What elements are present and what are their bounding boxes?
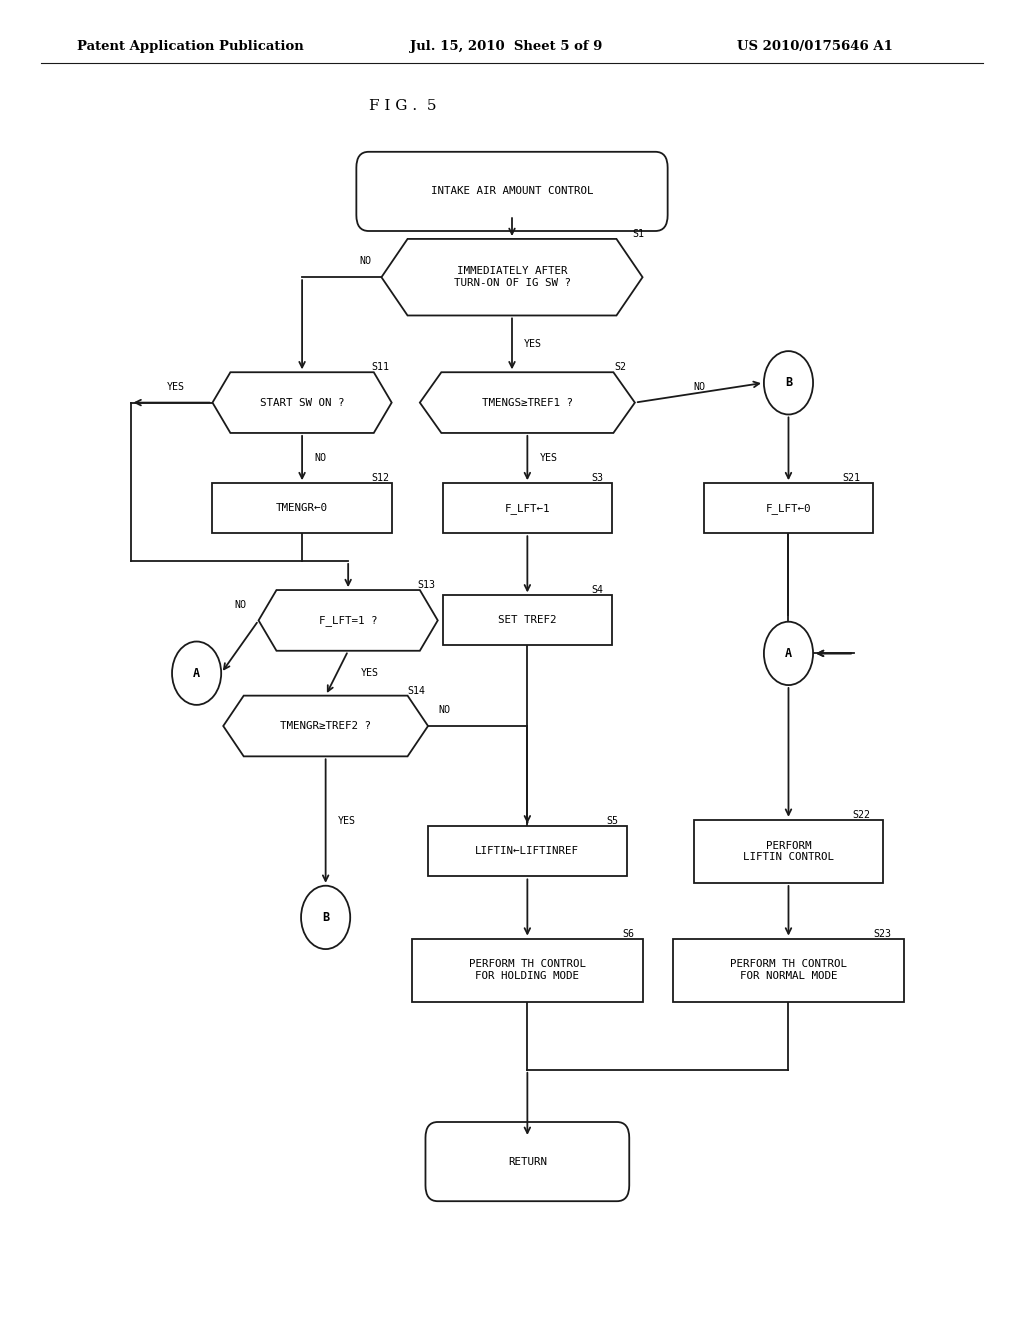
Text: LIFTIN←LIFTINREF: LIFTIN←LIFTINREF — [475, 846, 580, 857]
Bar — [428, 826, 627, 876]
Circle shape — [764, 622, 813, 685]
Text: PERFORM
LIFTIN CONTROL: PERFORM LIFTIN CONTROL — [743, 841, 834, 862]
Text: F_LFT=1 ?: F_LFT=1 ? — [318, 615, 378, 626]
Polygon shape — [420, 372, 635, 433]
Text: TMENGR≥TREF2 ?: TMENGR≥TREF2 ? — [281, 721, 371, 731]
Text: F_LFT←0: F_LFT←0 — [766, 503, 811, 513]
Bar — [442, 595, 612, 645]
Text: IMMEDIATELY AFTER
TURN-ON OF IG SW ?: IMMEDIATELY AFTER TURN-ON OF IG SW ? — [454, 267, 570, 288]
Text: F I G .  5: F I G . 5 — [369, 99, 436, 112]
Text: S2: S2 — [614, 362, 627, 372]
Bar — [442, 483, 612, 533]
Circle shape — [301, 886, 350, 949]
Text: S11: S11 — [371, 362, 389, 372]
Text: TMENGR←0: TMENGR←0 — [276, 503, 328, 513]
Text: YES: YES — [360, 668, 379, 678]
Circle shape — [764, 351, 813, 414]
Text: S22: S22 — [852, 809, 870, 820]
Text: YES: YES — [540, 453, 558, 463]
Text: US 2010/0175646 A1: US 2010/0175646 A1 — [737, 40, 893, 53]
Text: NO: NO — [359, 256, 371, 267]
Text: S12: S12 — [371, 473, 389, 483]
Text: S3: S3 — [592, 473, 603, 483]
Text: INTAKE AIR AMOUNT CONTROL: INTAKE AIR AMOUNT CONTROL — [431, 186, 593, 197]
Polygon shape — [213, 372, 391, 433]
Text: S6: S6 — [623, 928, 634, 939]
Text: PERFORM TH CONTROL
FOR HOLDING MODE: PERFORM TH CONTROL FOR HOLDING MODE — [469, 960, 586, 981]
Text: TMENGS≥TREF1 ?: TMENGS≥TREF1 ? — [482, 397, 572, 408]
Text: S21: S21 — [842, 473, 860, 483]
Text: YES: YES — [524, 339, 543, 348]
Text: SET TREF2: SET TREF2 — [498, 615, 557, 626]
Text: S1: S1 — [632, 228, 644, 239]
Polygon shape — [381, 239, 643, 315]
Text: PERFORM TH CONTROL
FOR NORMAL MODE: PERFORM TH CONTROL FOR NORMAL MODE — [730, 960, 847, 981]
Text: S23: S23 — [872, 928, 891, 939]
Text: S14: S14 — [408, 685, 426, 696]
Polygon shape — [259, 590, 438, 651]
Text: A: A — [785, 647, 792, 660]
Text: S13: S13 — [418, 579, 435, 590]
Text: YES: YES — [166, 381, 184, 392]
Bar — [412, 939, 643, 1002]
FancyBboxPatch shape — [356, 152, 668, 231]
Text: YES: YES — [338, 816, 356, 826]
Text: S5: S5 — [606, 816, 618, 826]
Bar — [674, 939, 903, 1002]
Text: NO: NO — [693, 381, 706, 392]
Text: RETURN: RETURN — [508, 1156, 547, 1167]
Text: S4: S4 — [592, 585, 603, 595]
Text: START SW ON ?: START SW ON ? — [260, 397, 344, 408]
Circle shape — [172, 642, 221, 705]
Text: B: B — [323, 911, 329, 924]
Text: NO: NO — [234, 599, 247, 610]
Text: Patent Application Publication: Patent Application Publication — [77, 40, 303, 53]
Text: NO: NO — [438, 705, 451, 715]
Polygon shape — [223, 696, 428, 756]
Bar — [694, 820, 883, 883]
Text: F_LFT←1: F_LFT←1 — [505, 503, 550, 513]
Text: A: A — [194, 667, 200, 680]
Text: B: B — [785, 376, 792, 389]
Text: NO: NO — [314, 453, 327, 463]
FancyBboxPatch shape — [426, 1122, 629, 1201]
Bar — [213, 483, 391, 533]
Text: Jul. 15, 2010  Sheet 5 of 9: Jul. 15, 2010 Sheet 5 of 9 — [410, 40, 602, 53]
Bar — [705, 483, 872, 533]
